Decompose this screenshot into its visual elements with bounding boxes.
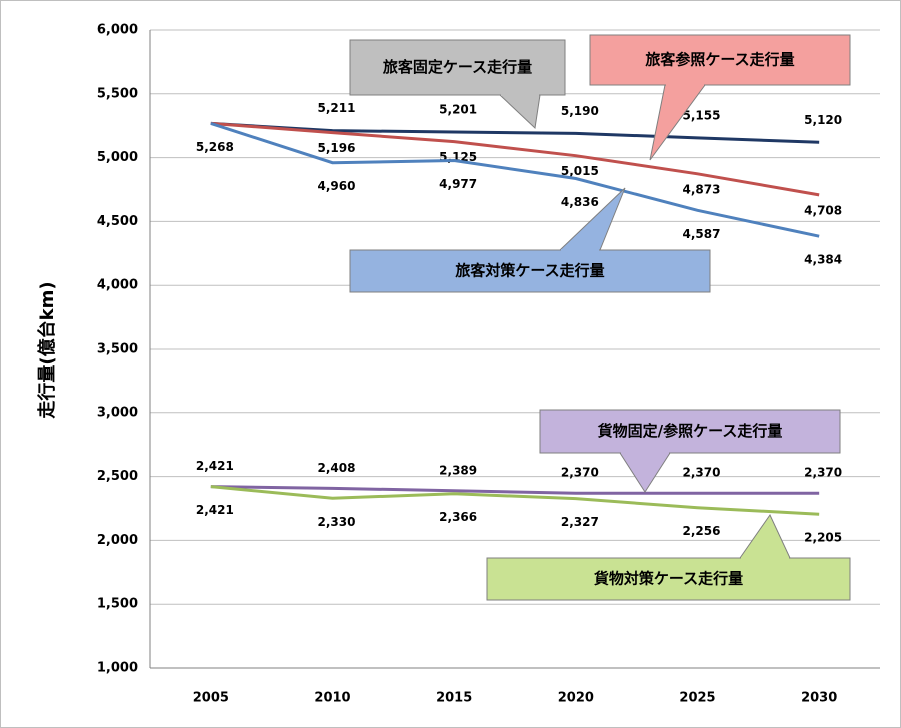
data-label: 5,155 bbox=[683, 108, 721, 122]
y-tick-label: 5,000 bbox=[97, 150, 138, 165]
data-label: 2,408 bbox=[318, 461, 356, 475]
data-label: 5,268 bbox=[196, 140, 234, 154]
series-line bbox=[210, 485, 820, 495]
data-label: 5,201 bbox=[439, 102, 477, 116]
data-label: 4,587 bbox=[683, 227, 721, 241]
data-label: 5,015 bbox=[561, 164, 599, 178]
data-label: 5,196 bbox=[318, 141, 356, 155]
y-axis-label: 走行量(億台km) bbox=[36, 281, 58, 418]
data-label: 2,205 bbox=[804, 531, 842, 545]
legend-label: 旅客対策ケース走行量 bbox=[455, 262, 604, 280]
callout-box bbox=[349, 249, 711, 293]
y-tick-label: 4,000 bbox=[97, 278, 138, 293]
x-tick-label: 2015 bbox=[436, 691, 472, 706]
data-label: 4,960 bbox=[318, 179, 356, 193]
data-label: 4,836 bbox=[561, 195, 599, 209]
data-label: 2,421 bbox=[196, 503, 234, 517]
y-tick-label: 2,500 bbox=[97, 469, 138, 484]
legend-label: 旅客参照ケース走行量 bbox=[645, 51, 794, 69]
callout-box bbox=[486, 557, 851, 601]
data-label: 4,873 bbox=[683, 182, 721, 196]
data-label: 2,256 bbox=[683, 524, 721, 538]
y-tick-label: 4,500 bbox=[97, 214, 138, 229]
data-label: 4,977 bbox=[439, 177, 477, 191]
data-label: 5,211 bbox=[318, 101, 356, 115]
y-tick-label: 1,000 bbox=[97, 661, 138, 676]
x-tick-label: 2030 bbox=[801, 691, 837, 706]
data-label: 2,370 bbox=[561, 466, 599, 480]
callout-box bbox=[589, 34, 851, 86]
y-tick-label: 3,500 bbox=[97, 342, 138, 357]
data-label: 4,384 bbox=[804, 253, 842, 267]
data-label: 2,330 bbox=[318, 515, 356, 529]
data-label: 2,370 bbox=[804, 466, 842, 480]
legend-label: 貨物固定/参照ケース走行量 bbox=[598, 422, 783, 440]
y-tick-label: 5,500 bbox=[97, 86, 138, 101]
data-label: 2,370 bbox=[683, 466, 721, 480]
data-label: 5,190 bbox=[561, 104, 599, 118]
legend-label: 旅客固定ケース走行量 bbox=[383, 58, 532, 76]
series-line bbox=[210, 121, 820, 197]
x-tick-label: 2025 bbox=[679, 691, 715, 706]
y-tick-label: 2,000 bbox=[97, 533, 138, 548]
y-tick-label: 3,000 bbox=[97, 405, 138, 420]
x-tick-label: 2020 bbox=[558, 691, 594, 706]
legend-label: 貨物対策ケース走行量 bbox=[594, 570, 743, 588]
callout-box bbox=[539, 409, 841, 454]
x-tick-label: 2005 bbox=[193, 691, 229, 706]
data-label: 2,421 bbox=[196, 459, 234, 473]
data-label: 5,120 bbox=[804, 113, 842, 127]
y-tick-label: 1,500 bbox=[97, 597, 138, 612]
data-label: 2,327 bbox=[561, 515, 599, 529]
data-label: 2,366 bbox=[439, 510, 477, 524]
x-tick-label: 2010 bbox=[314, 691, 350, 706]
data-label: 4,708 bbox=[804, 203, 842, 217]
series-line bbox=[210, 121, 820, 238]
y-tick-label: 6,000 bbox=[97, 23, 138, 38]
data-label: 2,389 bbox=[439, 463, 477, 477]
series-line bbox=[210, 485, 820, 516]
callout-box bbox=[349, 39, 566, 96]
series-line bbox=[210, 121, 820, 144]
